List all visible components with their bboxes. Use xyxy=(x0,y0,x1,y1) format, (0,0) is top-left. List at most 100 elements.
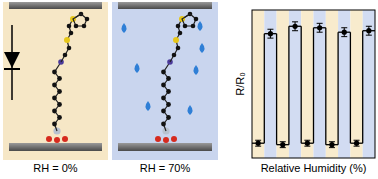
carbon-atom xyxy=(194,17,199,22)
data-point xyxy=(354,141,359,146)
diode-bar xyxy=(4,68,20,70)
panel-background xyxy=(3,2,108,160)
data-point xyxy=(280,142,285,147)
data-point xyxy=(317,25,322,30)
humidity-band xyxy=(314,10,326,158)
error-bar xyxy=(292,22,298,31)
figure: RH = 0% RH = 70% R/R₀ Relative Humidity (%) xyxy=(0,0,378,179)
step-riser xyxy=(288,26,289,144)
carbon-atom xyxy=(52,109,57,114)
carbon-atom xyxy=(52,122,57,127)
water-drop xyxy=(188,105,193,115)
chart: R/R₀ Relative Humidity (%) xyxy=(234,10,375,174)
data-point xyxy=(268,31,273,36)
carbon-atom xyxy=(161,122,166,127)
carbon-atom xyxy=(57,115,62,120)
step-riser xyxy=(313,28,314,143)
data-point xyxy=(342,30,347,35)
carbon-atom xyxy=(161,83,166,88)
data-point xyxy=(366,28,371,33)
water-drop xyxy=(194,65,199,75)
error-bar xyxy=(255,140,261,146)
carbon-atom xyxy=(161,70,166,75)
humidity-band xyxy=(326,10,338,158)
step-riser xyxy=(264,34,265,144)
top-electrode xyxy=(9,2,102,9)
humidity-band xyxy=(301,10,313,158)
carbon-atom xyxy=(52,96,57,101)
carbon-atom xyxy=(85,17,90,22)
humidity-band xyxy=(264,10,276,158)
carbon-atom xyxy=(166,89,171,94)
oxygen-atom xyxy=(46,136,52,142)
data-point xyxy=(256,141,261,146)
water-drop xyxy=(200,43,205,53)
carbon-atom xyxy=(166,102,171,107)
schematic-panel: RH = 0% xyxy=(3,2,108,174)
data-group xyxy=(252,22,375,148)
carbon-atom xyxy=(57,102,62,107)
humidity-band xyxy=(277,10,289,158)
oxygen-atom xyxy=(62,136,68,142)
oxygen-atom xyxy=(155,136,161,142)
carbon-atom xyxy=(191,24,196,29)
panel-background xyxy=(112,2,218,160)
error-bar xyxy=(329,142,335,148)
oxygen-atom xyxy=(54,137,60,143)
sulfur-atom xyxy=(173,37,179,43)
bond xyxy=(170,14,190,62)
step-riser xyxy=(350,32,351,143)
carbon-atom xyxy=(67,46,72,51)
error-bar xyxy=(354,140,360,146)
humidity-band xyxy=(252,10,264,158)
bond xyxy=(61,14,81,62)
bottom-electrode xyxy=(118,143,212,151)
carbon-atom xyxy=(183,24,188,29)
step-riser xyxy=(301,26,302,143)
carbon-atom xyxy=(176,46,181,51)
water-drop xyxy=(135,63,140,73)
carbon-atom xyxy=(172,53,177,58)
oxygen-atom xyxy=(163,137,169,143)
humidity-band xyxy=(350,10,362,158)
schematic-panel: RH = 70% xyxy=(112,2,218,174)
step-riser xyxy=(276,34,277,145)
carbon-atom xyxy=(74,24,79,29)
condition-label: RH = 70% xyxy=(140,162,191,174)
humidity-band xyxy=(289,10,301,158)
carbon-atom xyxy=(63,53,68,58)
carbon-atom xyxy=(176,24,181,29)
error-bar xyxy=(366,26,372,35)
humidity-band xyxy=(338,10,350,158)
sulfur-atom xyxy=(64,37,70,43)
water-drop xyxy=(146,101,151,111)
top-electrode xyxy=(118,2,212,9)
carbon-atom xyxy=(82,24,87,29)
step-riser xyxy=(362,31,363,143)
x-axis-label: Relative Humidity (%) xyxy=(261,162,367,174)
carbon-atom xyxy=(57,89,62,94)
carbon-atom xyxy=(166,115,171,120)
carbon-atom xyxy=(161,109,166,114)
carbon-atom xyxy=(69,31,74,36)
y-axis-label: R/R₀ xyxy=(234,72,246,96)
data-point xyxy=(292,24,297,29)
data-point xyxy=(305,141,310,146)
carbon-atom xyxy=(161,96,166,101)
water-drop xyxy=(122,23,127,33)
plot-frame xyxy=(252,10,375,158)
diode-triangle xyxy=(4,52,20,68)
error-bar xyxy=(304,140,310,146)
carbon-atom xyxy=(57,76,62,81)
oxygen-atom xyxy=(171,136,177,142)
data-point xyxy=(329,142,334,147)
error-bar xyxy=(267,29,273,38)
carbon-atom xyxy=(52,70,57,75)
water-drop xyxy=(198,21,203,31)
carbon-atom xyxy=(52,83,57,88)
error-bar xyxy=(280,142,286,148)
error-bar xyxy=(341,28,347,37)
bottom-electrode xyxy=(9,143,102,151)
carbon-atom xyxy=(67,24,72,29)
carbon-atom xyxy=(178,31,183,36)
